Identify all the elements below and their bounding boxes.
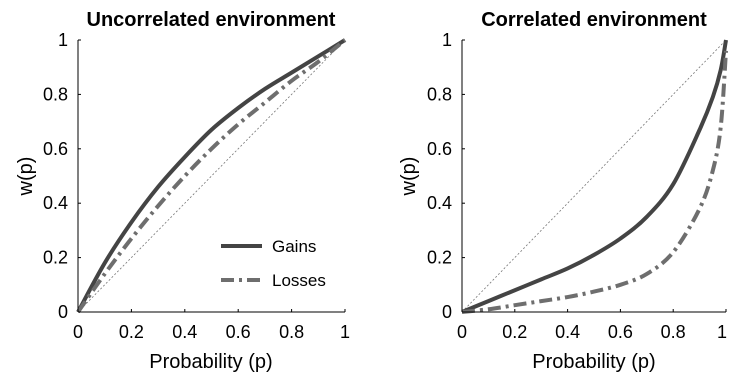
chart-correlated: Correlated environment w(p) Probability … <box>398 9 728 373</box>
x-axis-label: Probability (p) <box>149 351 272 373</box>
y-tick-label: 0.6 <box>427 139 452 159</box>
y-tick-label: 0 <box>442 302 452 322</box>
y-tick-label: 0.2 <box>43 248 68 268</box>
y-axis-label: w(p) <box>398 157 420 197</box>
y-tick-label: 0 <box>58 302 68 322</box>
x-tick-label: 0.8 <box>661 322 686 342</box>
y-tick-label: 0.4 <box>43 193 68 213</box>
x-tick-labels: 0 0.2 0.4 0.6 0.8 1 <box>457 322 727 342</box>
plot-area <box>76 38 347 314</box>
legend: Gains Losses <box>221 237 326 290</box>
x-tick-label: 0.6 <box>608 322 633 342</box>
x-tick-labels: 0 0.2 0.4 0.6 0.8 1 <box>73 322 350 342</box>
x-tick-label: 1 <box>717 322 727 342</box>
reference-line-diagonal <box>461 39 727 313</box>
chart-uncorrelated: Uncorrelated environment w(p) Probabilit… <box>15 9 350 373</box>
y-tick-label: 0.8 <box>43 84 68 104</box>
y-tick-labels: 0 0.2 0.4 0.6 0.8 1 <box>43 30 68 322</box>
y-tick-label: 0.2 <box>427 248 452 268</box>
x-axis-label: Probability (p) <box>532 351 655 373</box>
series-line-losses <box>76 38 347 314</box>
chart-title: Correlated environment <box>481 9 707 31</box>
x-tick-label: 0.6 <box>226 322 251 342</box>
reference-line-diagonal <box>77 39 346 313</box>
x-tick-label: 0 <box>457 322 467 342</box>
series-line-losses <box>461 50 728 314</box>
y-tick-label: 0.6 <box>43 139 68 159</box>
y-tick-labels: 0 0.2 0.4 0.6 0.8 1 <box>427 30 452 322</box>
x-tick-label: 0.2 <box>502 322 527 342</box>
series-line-gains <box>76 38 347 313</box>
y-tick-label: 1 <box>442 30 452 50</box>
y-tick-label: 0.4 <box>427 193 452 213</box>
x-tick-label: 1 <box>340 322 350 342</box>
legend-label-gains: Gains <box>272 237 316 256</box>
series-line-gains <box>461 39 728 314</box>
legend-label-losses: Losses <box>272 271 326 290</box>
y-tick-label: 1 <box>58 30 68 50</box>
chart-title: Uncorrelated environment <box>87 9 336 31</box>
x-tick-label: 0 <box>73 322 83 342</box>
y-axis-label: w(p) <box>15 157 37 197</box>
plot-area <box>461 39 728 314</box>
x-tick-label: 0.4 <box>555 322 580 342</box>
x-tick-label: 0.4 <box>172 322 197 342</box>
y-tick-label: 0.8 <box>427 84 452 104</box>
x-tick-label: 0.8 <box>279 322 304 342</box>
x-tick-label: 0.2 <box>119 322 144 342</box>
